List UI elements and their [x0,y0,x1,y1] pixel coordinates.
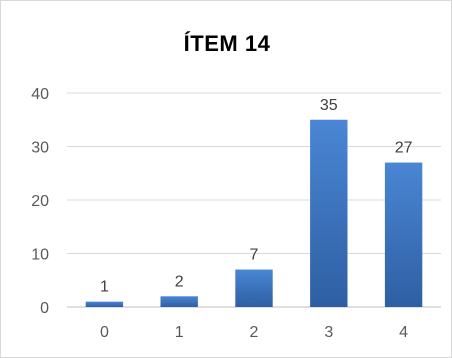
bar-3 [310,120,347,307]
data-label-4: 27 [395,140,413,157]
y-tick-label: 10 [31,247,49,264]
x-tick-label-4: 4 [399,324,408,341]
x-tick-label-0: 0 [100,324,109,341]
data-label-0: 1 [100,279,109,296]
y-tick-label: 0 [40,300,49,317]
y-tick-label: 20 [31,193,49,210]
bar-1 [161,296,198,307]
bar-2 [235,270,272,307]
data-label-3: 35 [320,97,338,114]
bar-4 [385,163,422,307]
data-label-2: 7 [250,247,259,264]
y-tick-label: 40 [31,86,49,103]
bar-0 [86,302,123,307]
x-tick-label-2: 2 [250,324,259,341]
x-tick-label-1: 1 [175,324,184,341]
x-tick-label-3: 3 [324,324,333,341]
y-tick-label: 30 [31,140,49,157]
data-label-1: 2 [175,273,184,290]
